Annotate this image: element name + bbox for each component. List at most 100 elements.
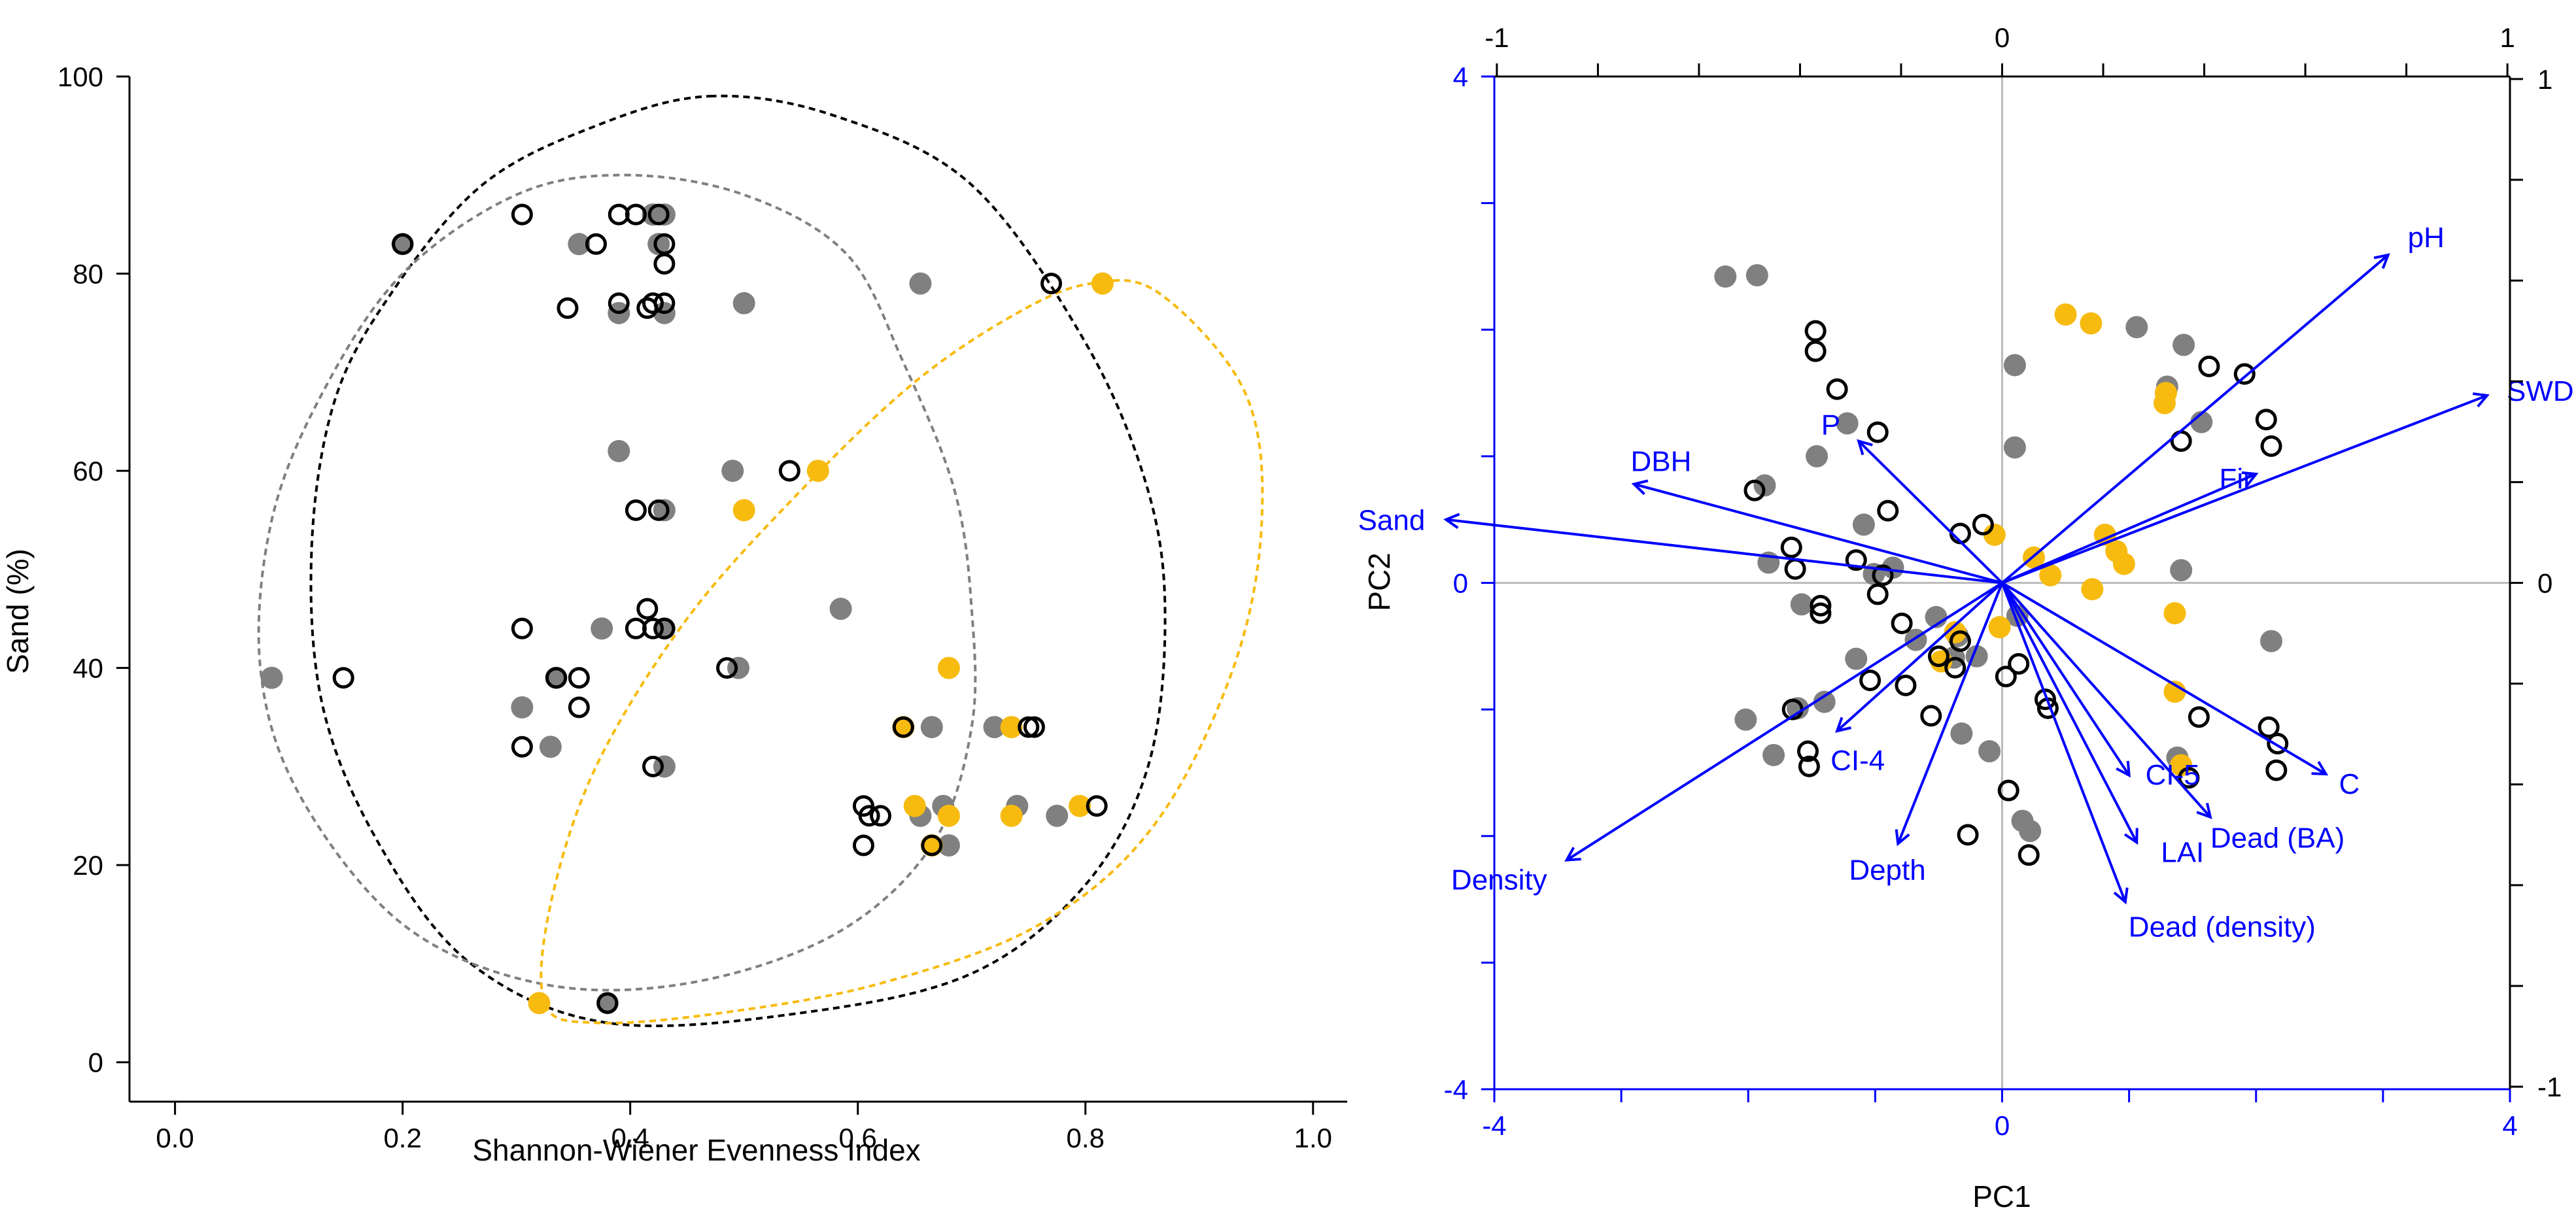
data-point xyxy=(1804,320,1827,342)
data-point xyxy=(2125,316,2148,339)
vector-label: Sand xyxy=(1358,505,1425,537)
data-point xyxy=(937,834,960,856)
data-point xyxy=(858,805,880,827)
data-point xyxy=(2003,436,2026,459)
vector-label: Dead (BA) xyxy=(2210,822,2344,855)
top-tick-label: -1 xyxy=(1485,22,1509,53)
y-tick-label: 20 xyxy=(73,850,103,881)
data-point xyxy=(732,499,755,522)
data-point xyxy=(2178,767,2200,789)
y-tick-label: 80 xyxy=(73,259,103,290)
data-point xyxy=(1866,421,1889,443)
vector-density xyxy=(1566,581,2003,862)
vector-arrowhead xyxy=(2241,471,2259,486)
data-point xyxy=(1813,690,1836,713)
data-point xyxy=(1798,755,1820,777)
data-point xyxy=(1845,549,1867,571)
data-point xyxy=(1743,479,1766,501)
vector-ci-5 xyxy=(2001,582,2131,776)
data-point xyxy=(2172,333,2195,356)
vector-label: Density xyxy=(1451,864,1547,896)
data-point xyxy=(1810,594,1832,617)
left-tick-label: 4 xyxy=(1453,61,1468,92)
data-point xyxy=(1091,272,1114,295)
data-point xyxy=(1881,556,1904,579)
x-tick-label: 0.6 xyxy=(839,1123,877,1153)
data-point xyxy=(1784,558,1806,580)
data-point xyxy=(647,203,670,226)
vector-arrowhead xyxy=(1564,847,1581,862)
x-tick-label: 0.0 xyxy=(156,1123,194,1153)
ellipse-black xyxy=(309,94,1167,1028)
data-point xyxy=(1983,523,2006,546)
data-point xyxy=(937,804,960,827)
data-point xyxy=(2260,435,2282,457)
vector-arrowhead xyxy=(2196,802,2212,819)
data-point xyxy=(392,233,414,255)
data-point xyxy=(2081,578,2104,601)
data-point xyxy=(1859,669,1881,692)
data-point xyxy=(2054,303,2077,326)
data-point xyxy=(1069,794,1091,817)
data-point xyxy=(511,696,534,719)
data-point xyxy=(557,297,579,319)
data-point xyxy=(608,439,630,462)
data-point xyxy=(1836,412,1859,435)
data-point xyxy=(2258,716,2280,738)
axes: 0.0 0.2 0.4 0.6 0.8 1.0 0 20 40 60 80 100 xyxy=(58,61,1347,1153)
data-point xyxy=(585,233,607,255)
data-point xyxy=(653,252,676,275)
vector-label: LAI xyxy=(2161,836,2204,868)
data-point xyxy=(2170,559,2193,582)
data-point xyxy=(2233,363,2256,385)
data-point xyxy=(2163,681,2186,703)
data-point xyxy=(1023,716,1045,738)
ellipse-orange xyxy=(540,279,1264,1025)
data-point xyxy=(870,805,892,827)
bottom-tick-label: -4 xyxy=(1482,1110,1506,1141)
data-point xyxy=(1950,722,1973,745)
data-point xyxy=(1872,564,1894,586)
evenness-sand-scatter-panel: 0.0 0.2 0.4 0.6 0.8 1.0 0 20 40 60 80 100 Shannon-W… xyxy=(1,61,1347,1167)
data-point xyxy=(1972,513,1994,535)
y-axis-label: Sand (%) xyxy=(1,549,35,674)
data-point xyxy=(2019,820,2042,843)
data-point xyxy=(568,667,590,689)
data-point xyxy=(1046,804,1069,827)
vector-arrowhead xyxy=(1631,479,1649,496)
data-point xyxy=(2003,354,2026,377)
data-point xyxy=(2008,652,2030,675)
data-point xyxy=(568,696,590,719)
data-point xyxy=(332,667,354,689)
data-point xyxy=(1790,593,1813,616)
vector-ci-4 xyxy=(1836,582,2003,732)
data-point xyxy=(1995,666,2017,688)
data-point xyxy=(653,203,676,226)
data-point xyxy=(2112,552,2135,575)
data-point xyxy=(1714,265,1737,288)
data-point xyxy=(1780,536,1802,558)
data-point xyxy=(1920,705,1942,727)
data-points xyxy=(260,203,1114,1015)
data-point xyxy=(721,460,744,483)
data-point xyxy=(1866,583,1889,605)
vector-lai xyxy=(2001,582,2138,843)
data-point xyxy=(1753,474,1776,497)
data-point xyxy=(260,666,283,689)
data-point xyxy=(1949,630,1971,652)
x-tick-label: 1.0 xyxy=(1294,1123,1332,1153)
y-tick-label: 0 xyxy=(88,1047,103,1078)
data-point xyxy=(1978,740,2001,763)
vector-label: DBH xyxy=(1631,445,1692,477)
data-point xyxy=(2170,754,2193,777)
vector-label: SWDI xyxy=(2507,375,2576,407)
vector-label: P xyxy=(1821,409,1840,441)
data-point xyxy=(625,499,647,521)
bottom-tick-label: 4 xyxy=(2502,1110,2517,1141)
vector-dead-density- xyxy=(2001,582,2127,903)
vector-arrowhead xyxy=(2311,760,2329,775)
vector-arrowhead xyxy=(2123,828,2138,845)
data-point xyxy=(921,834,943,856)
data-point xyxy=(1734,708,1757,731)
data-point xyxy=(937,656,960,679)
